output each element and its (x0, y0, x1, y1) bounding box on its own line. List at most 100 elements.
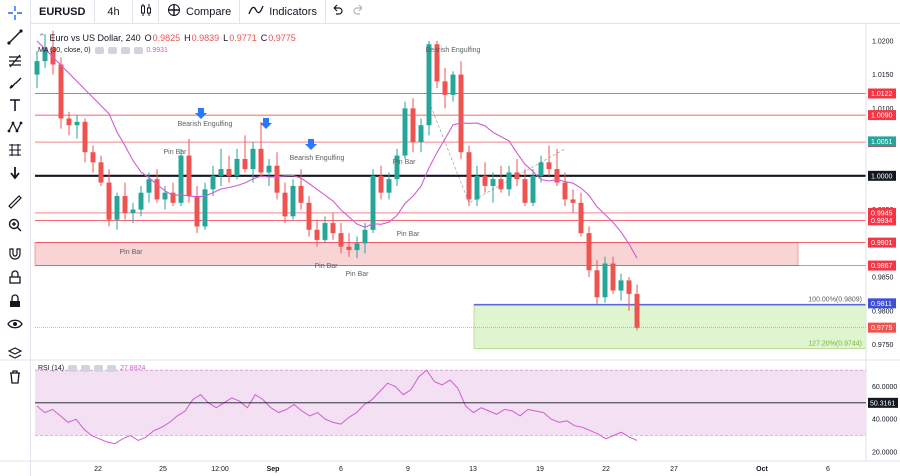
candle-body (162, 192, 168, 200)
candle-body (346, 246, 352, 251)
zoom-icon[interactable] (6, 216, 24, 234)
rsi-value: 27.8824 (120, 365, 146, 372)
symbol-search-button[interactable]: EURUSD (31, 0, 95, 24)
open-label: O (144, 32, 152, 43)
undo-button[interactable] (326, 0, 348, 24)
compare-button[interactable]: Compare (159, 0, 241, 24)
eye-icon[interactable] (94, 47, 104, 54)
brush-icon[interactable] (6, 74, 24, 92)
interval-button[interactable]: 4h (95, 0, 133, 24)
chart-type-button[interactable] (133, 0, 159, 24)
rsi-tick: 60.0000 (872, 384, 897, 391)
symbol-title: Euro vs US Dollar, 240 (49, 32, 141, 43)
candle-body (634, 293, 640, 328)
layers-icon[interactable] (6, 345, 24, 363)
redo-button[interactable] (348, 0, 370, 24)
signal-arrows (195, 108, 317, 150)
magnet-icon[interactable] (6, 245, 24, 263)
pattern-label: Pin Bar (164, 149, 188, 156)
indicators-button[interactable]: Indicators (240, 0, 326, 24)
crosshair-icon[interactable] (6, 4, 24, 22)
rsi-value-tag (868, 397, 898, 408)
rsi-label: RSI (14) (38, 365, 65, 372)
candles (34, 30, 640, 331)
candle-body (242, 158, 248, 170)
time-tick: 25 (159, 466, 167, 473)
arrow-down-icon[interactable] (6, 164, 24, 182)
time-tick: Oct (756, 466, 768, 473)
pattern-icon[interactable] (6, 118, 24, 136)
price-axis[interactable]: 1.02001.01501.01000.99500.99000.98500.98… (0, 24, 900, 460)
rsi-settings-icon[interactable] (81, 365, 91, 372)
time-tick: 22 (94, 466, 102, 473)
ruler-icon[interactable] (6, 193, 24, 211)
ma-legend: MA (30, close, 0) 0.9931 (38, 47, 168, 54)
candle-body (554, 169, 560, 183)
text-tool-icon[interactable] (6, 96, 24, 114)
rsi-eye-icon[interactable] (68, 365, 78, 372)
undo-icon (331, 4, 343, 19)
price-tick: 1.0200 (872, 38, 894, 45)
rsi-tick: 40.0000 (872, 417, 897, 424)
candle-body (442, 81, 448, 95)
price-tag-label: 0.9901 (871, 240, 893, 247)
candle-body (426, 44, 432, 126)
arrow-down-icon (305, 139, 317, 150)
close-value: 0.9775 (268, 32, 296, 43)
price-tag-label: 0.9811 (871, 301, 892, 308)
candle-body (474, 175, 480, 200)
top-toolbar: EURUSD 4h Compare Indicators (31, 0, 900, 24)
candle-body (50, 47, 56, 65)
candle-body (194, 196, 200, 227)
candle-body (362, 229, 368, 244)
close-icon[interactable] (120, 47, 130, 54)
candle-body (138, 192, 144, 210)
time-axis[interactable]: 22 25 12:00 Sep 6 9 13 19 22 27 Oct 6 (0, 460, 900, 473)
more-icon[interactable] (133, 47, 143, 54)
candle-body (626, 280, 632, 294)
candle-body (154, 179, 160, 200)
candle-body (538, 162, 544, 176)
price-tag (868, 88, 896, 99)
pattern-label: Pin Bar (315, 263, 339, 270)
lock-drawings-icon[interactable] (6, 268, 24, 286)
candle-body (226, 169, 232, 176)
pattern-label: Bearish Engulfing (178, 121, 233, 128)
rsi-tick: 20.0000 (872, 449, 897, 456)
candle-body (234, 158, 240, 176)
candle-body (74, 121, 80, 126)
candle-body (546, 162, 552, 170)
candle-body (82, 121, 88, 153)
price-tag-label: 0.9945 (871, 211, 893, 218)
settings-icon[interactable] (107, 47, 117, 54)
candle-body (338, 233, 344, 247)
fib-tool-icon[interactable] (6, 52, 24, 70)
candle-body (514, 172, 520, 180)
candle-body (282, 192, 288, 217)
time-tick: 19 (536, 466, 544, 473)
price-tag (868, 207, 896, 218)
rsi-more-icon[interactable] (107, 365, 117, 372)
pattern-label: Bearish Engulfing (290, 155, 345, 162)
trash-icon[interactable] (6, 368, 24, 386)
collapse-legend-icon[interactable]: ⌃ (38, 32, 46, 42)
candle-body (106, 182, 112, 220)
interval-label: 4h (107, 5, 120, 18)
low-value: 0.9771 (229, 32, 257, 43)
eye-icon[interactable] (6, 315, 24, 333)
lock-icon[interactable] (6, 292, 24, 310)
candle-body (386, 179, 392, 193)
rsi-close-icon[interactable] (94, 365, 104, 372)
time-tick: Sep (267, 466, 280, 473)
time-tick: 6 (339, 466, 343, 473)
price-tag (868, 136, 896, 147)
candle-body (250, 148, 256, 170)
prediction-icon[interactable] (6, 141, 24, 159)
trend-line-icon[interactable] (6, 28, 24, 46)
candle-body (354, 243, 360, 251)
high-label: H (184, 32, 191, 43)
candles-icon (140, 3, 152, 20)
price-tick: 1.0150 (872, 72, 894, 79)
candle-body (506, 172, 512, 190)
